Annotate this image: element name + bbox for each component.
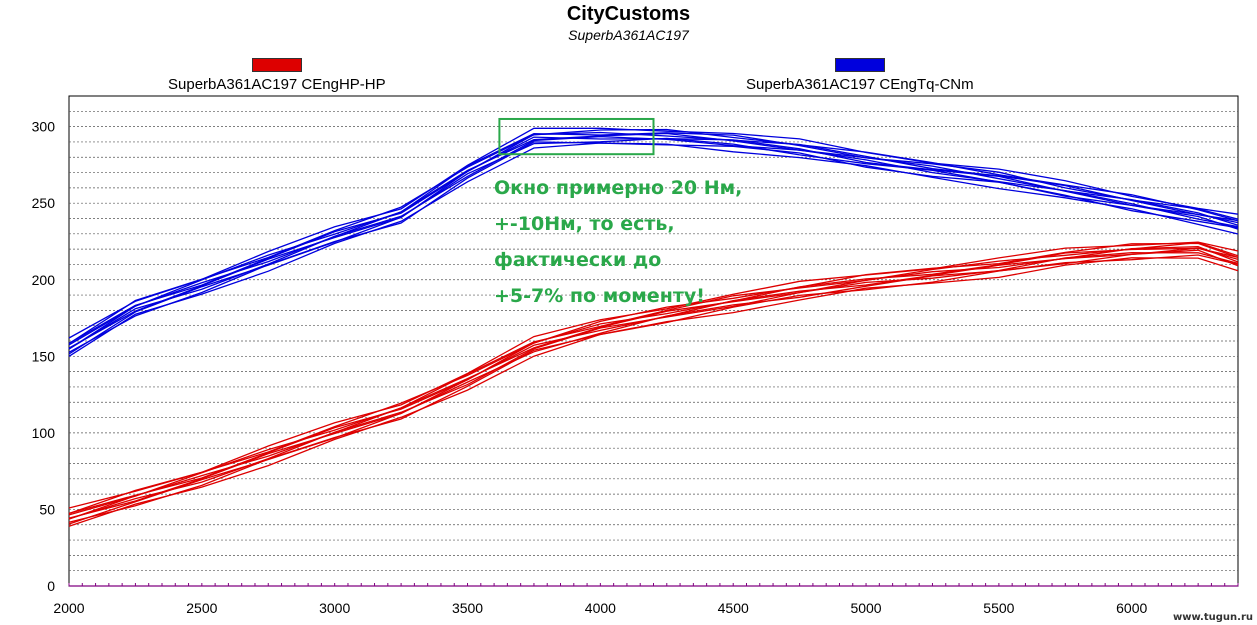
x-tick-label: 3000 <box>319 600 350 616</box>
legend-swatch-torque <box>834 58 885 72</box>
annotation-line-4: +5-7% по моменту! <box>494 285 705 307</box>
x-tick-label: 6000 <box>1116 600 1147 616</box>
annotation-line-2: +-10Нм, то есть, <box>494 213 675 235</box>
x-tick-label: 2500 <box>186 600 217 616</box>
series-torque-run <box>68 142 1239 357</box>
series-hp-run <box>68 241 1239 509</box>
legend-entry-torque: SuperbA361AC197 CEngTq-CNm <box>746 58 974 93</box>
series-hp-run <box>68 257 1239 527</box>
y-tick-label: 150 <box>32 348 56 364</box>
series-torque-run <box>68 132 1239 346</box>
series-torque-run <box>68 127 1239 339</box>
annotation-box <box>498 117 655 156</box>
legend-swatch-hp <box>251 58 302 72</box>
y-tick-label: 0 <box>47 578 55 594</box>
x-tick-label: 5000 <box>850 600 881 616</box>
series-hp-run <box>68 242 1239 515</box>
x-tick-label: 5500 <box>983 600 1014 616</box>
chart-subtitle: SuperbA361AC197 <box>568 27 689 43</box>
x-tick-label: 2000 <box>53 600 84 616</box>
legend-label-torque: SuperbA361AC197 CEngTq-CNm <box>746 76 974 93</box>
watermark: www.tugun.ru <box>1172 612 1253 623</box>
y-tick-label: 200 <box>32 272 56 288</box>
chart-title: CityCustoms <box>566 3 691 25</box>
x-tick-label: 4500 <box>718 600 749 616</box>
y-tick-label: 100 <box>32 425 56 441</box>
y-tick-label: 50 <box>39 501 55 517</box>
series-torque-run <box>68 132 1239 350</box>
y-tick-label: 300 <box>32 119 56 135</box>
y-tick-label: 250 <box>32 195 56 211</box>
series-hp <box>68 241 1239 527</box>
series-hp-run <box>68 245 1239 520</box>
x-tick-label: 4000 <box>585 600 616 616</box>
series-torque <box>68 127 1239 357</box>
series-hp-run <box>68 241 1239 516</box>
series-torque-run <box>68 128 1239 345</box>
annotation-text: Окно примерно 20 Нм, +-10Нм, то есть, фа… <box>494 170 742 314</box>
legend-entry-hp: SuperbA361AC197 CEngHP-HP <box>168 58 386 93</box>
annotation-line-3: фактически до <box>494 249 662 271</box>
x-tick-label: 3500 <box>452 600 483 616</box>
annotation-line-1: Окно примерно 20 Нм, <box>494 177 743 199</box>
legend-label-hp: SuperbA361AC197 CEngHP-HP <box>168 76 386 93</box>
